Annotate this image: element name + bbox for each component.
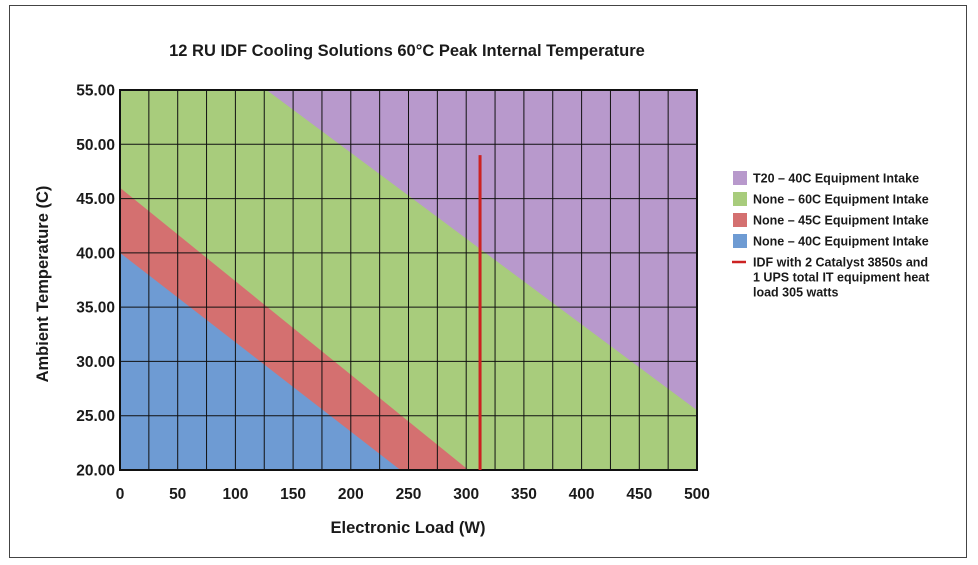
y-axis-label: Ambient Temperature (C) (34, 186, 52, 383)
legend-label: None – 45C Equipment Intake (753, 214, 929, 228)
plot-border (119, 89, 698, 471)
y-axis-ticks: 20.00 25.00 30.00 35.00 40.00 45.00 50.00 55.00 (76, 83, 115, 480)
x-tick-label: 450 (626, 486, 652, 503)
legend-label: None – 40C Equipment Intake (753, 235, 929, 249)
x-tick-label: 350 (511, 486, 537, 503)
x-tick-label: 300 (453, 486, 479, 503)
legend-label: T20 – 40C Equipment Intake (753, 172, 919, 186)
y-tick-label: 35.00 (76, 300, 115, 317)
legend-swatch (733, 171, 747, 185)
chart-title: 12 RU IDF Cooling Solutions 60°C Peak In… (169, 42, 645, 60)
y-tick-label: 25.00 (76, 408, 115, 425)
legend-swatch (733, 234, 747, 248)
chart-frame (9, 5, 967, 558)
plot-area (119, 89, 698, 471)
y-tick-label: 55.00 (76, 83, 115, 100)
x-axis-label: Electronic Load (W) (331, 519, 486, 537)
x-axis-ticks: 0 50 100 150 200 250 300 350 400 450 500 (116, 486, 710, 503)
y-tick-label: 30.00 (76, 354, 115, 371)
legend-label: load 305 watts (753, 286, 838, 300)
y-tick-label: 20.00 (76, 463, 115, 480)
x-tick-label: 250 (396, 486, 422, 503)
y-tick-label: 50.00 (76, 137, 115, 154)
x-tick-label: 200 (338, 486, 364, 503)
legend-swatch (733, 213, 747, 227)
x-tick-label: 100 (222, 486, 248, 503)
legend: T20 – 40C Equipment Intake None – 60C Equ… (732, 171, 930, 300)
legend-label: None – 60C Equipment Intake (753, 193, 929, 207)
legend-swatch (733, 192, 747, 206)
x-tick-label: 50 (169, 486, 186, 503)
legend-label: IDF with 2 Catalyst 3850s and (753, 256, 928, 270)
x-tick-label: 0 (116, 486, 125, 503)
x-tick-label: 500 (684, 486, 710, 503)
y-tick-label: 40.00 (76, 245, 115, 262)
legend-label: 1 UPS total IT equipment heat (753, 271, 930, 285)
x-tick-label: 150 (280, 486, 306, 503)
y-tick-label: 45.00 (76, 191, 115, 208)
x-tick-label: 400 (569, 486, 595, 503)
